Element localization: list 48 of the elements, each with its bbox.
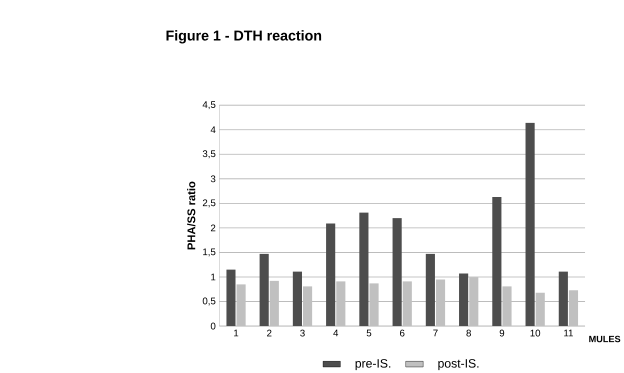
bar <box>226 270 236 326</box>
bar <box>426 254 435 326</box>
bar <box>303 286 312 326</box>
chart-title: Figure 1 - DTH reaction <box>166 30 322 44</box>
x-tick-label: 11 <box>564 330 573 336</box>
y-tick-label: 1,5 <box>203 248 216 256</box>
legend-label: post-IS. <box>438 358 478 370</box>
bar <box>492 196 502 326</box>
y-tick-label: 4 <box>210 126 216 133</box>
bar <box>568 290 578 326</box>
x-tick-label: 4 <box>333 330 338 336</box>
x-tick-label: 8 <box>466 330 471 336</box>
bar <box>402 281 412 326</box>
x-axis-title: MULES <box>589 336 620 342</box>
y-tick-label: 2,5 <box>202 199 216 208</box>
bar <box>236 284 246 326</box>
y-tick-label: 4,5 <box>202 101 216 110</box>
x-tick-label: 3 <box>300 330 305 336</box>
x-tick-label: 7 <box>433 330 438 336</box>
y-axis-title: PHA/SS ratio <box>187 182 196 250</box>
bar <box>469 277 478 326</box>
y-tick-label: 1 <box>211 274 216 280</box>
bar <box>459 273 468 326</box>
y-tick-label: 3,5 <box>202 150 216 158</box>
bar <box>359 212 368 326</box>
bar <box>536 292 545 326</box>
bar <box>292 272 302 326</box>
bar <box>336 281 346 326</box>
x-tick-label: 2 <box>267 330 272 336</box>
x-tick-label: 6 <box>400 330 404 336</box>
y-tick-label: 3 <box>210 175 216 182</box>
bar <box>270 280 279 326</box>
bar <box>260 254 269 326</box>
x-tick-label: 5 <box>366 330 372 336</box>
x-tick-label: 10 <box>530 330 540 336</box>
bar <box>558 272 568 326</box>
bar <box>502 286 512 326</box>
bar <box>436 279 446 326</box>
bar <box>392 218 402 326</box>
x-tick-label: 9 <box>500 330 504 336</box>
bar <box>526 122 535 326</box>
x-tick-label: 1 <box>234 330 238 336</box>
y-tick-label: 2 <box>210 224 216 232</box>
y-tick-label: 0,5 <box>202 297 216 306</box>
y-tick-label: 0 <box>210 322 216 330</box>
legend-label: pre-IS. <box>356 358 390 370</box>
bar <box>369 283 379 326</box>
bar <box>326 223 336 326</box>
